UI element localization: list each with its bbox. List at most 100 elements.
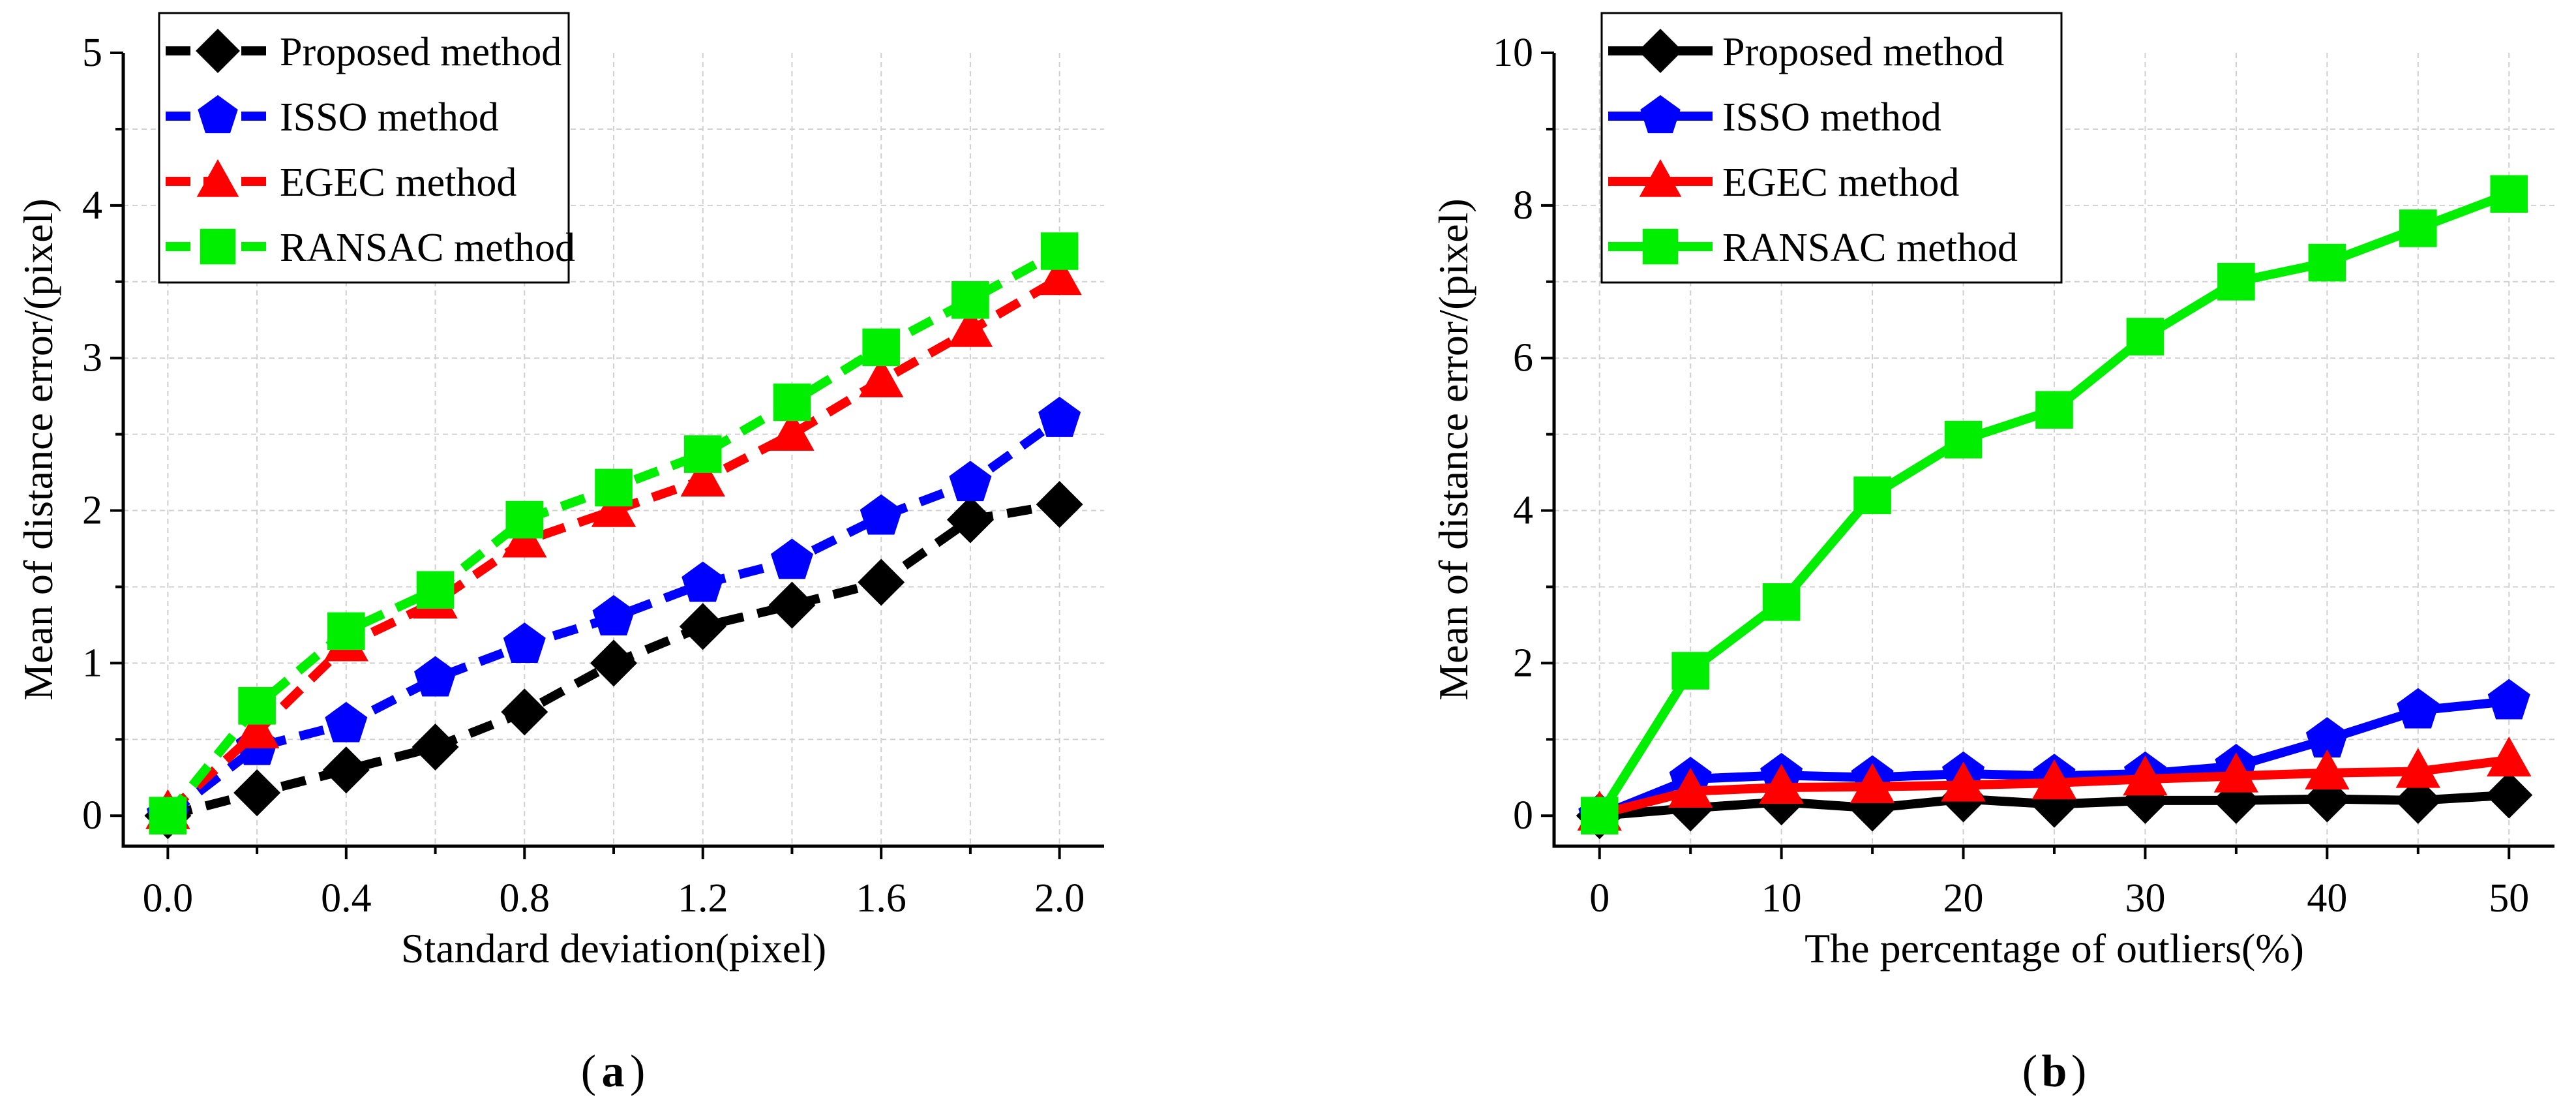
legend-label-proposed: Proposed method (1722, 30, 2004, 74)
x-tick-label: 40 (2307, 876, 2347, 921)
y-tick-label: 0 (82, 793, 102, 838)
data-point-ransac (773, 383, 811, 421)
legend-label-isso: ISSO method (280, 95, 499, 140)
data-point-ransac (1580, 797, 1619, 835)
caption-close-paren: ) (2071, 1047, 2086, 1097)
data-point-isso (592, 595, 635, 635)
y-tick-label: 4 (82, 183, 102, 228)
x-tick-label: 50 (2489, 876, 2529, 921)
x-tick-label: 0.8 (500, 876, 550, 921)
data-point-proposed (679, 603, 726, 650)
legend: Proposed method ISSO method EGEC method RAN… (1600, 12, 2063, 284)
data-point-isso (860, 494, 903, 535)
x-tick-label: 20 (1943, 876, 1984, 921)
caption-open-paren: ( (581, 1047, 596, 1097)
y-tick-label: 5 (82, 31, 102, 75)
y-axis-label: Mean of distance error/(pixel) (15, 198, 61, 700)
legend-marker-egec (1639, 159, 1682, 197)
data-point-proposed (2485, 771, 2533, 819)
data-point-ransac (2399, 209, 2437, 247)
data-point-proposed (233, 769, 281, 817)
data-point-isso (503, 622, 546, 663)
chart-caption: (b) (2022, 1047, 2087, 1097)
data-point-egec (1759, 763, 1804, 804)
data-point-proposed (501, 688, 548, 736)
y-tick-label: 8 (1513, 183, 1533, 228)
x-tick-label: 30 (2125, 876, 2165, 921)
legend-marker-proposed (196, 29, 240, 73)
data-point-egec (2487, 736, 2532, 777)
data-point-proposed (858, 558, 905, 606)
data-point-ransac (149, 797, 187, 835)
data-point-proposed (590, 639, 637, 687)
y-tick-label: 10 (1493, 31, 1533, 75)
data-point-ransac (951, 281, 989, 319)
axes (121, 53, 1104, 848)
data-point-isso (949, 461, 992, 502)
data-point-ransac (1762, 583, 1801, 621)
data-point-proposed (768, 581, 816, 629)
data-point-isso (2305, 717, 2348, 757)
data-point-egec (948, 307, 993, 347)
data-point-proposed (946, 496, 994, 543)
data-point-ransac (416, 571, 455, 609)
caption-open-paren: ( (2022, 1047, 2037, 1097)
data-point-ransac (2308, 243, 2346, 282)
legend-box (1600, 12, 2063, 284)
legend-marker-ransac (1642, 228, 1679, 265)
x-tick-label: 10 (1761, 876, 1802, 921)
data-point-proposed (322, 746, 370, 794)
legend-marker-isso (198, 95, 238, 134)
data-point-egec (234, 708, 280, 748)
data-point-ransac (595, 468, 633, 507)
y-tick-label: 0 (1513, 793, 1533, 838)
chart-a: 0.0 0.4 0.8 1.2 1.6 2.0 0 1 2 3 4 5 Standard deviati… (15, 12, 1104, 1097)
legend-marker-proposed (1638, 29, 1683, 73)
x-axis-label: The percentage of outliers(%) (1805, 925, 2304, 971)
data-point-ransac (2035, 391, 2073, 429)
data-point-proposed (2394, 776, 2442, 824)
series-egec (1577, 736, 2532, 831)
y-tick-label: 2 (82, 489, 102, 533)
data-point-ransac (2490, 175, 2528, 213)
data-point-ransac (1040, 232, 1079, 270)
data-point-isso (2487, 679, 2530, 720)
data-point-egec (2123, 756, 2168, 796)
data-point-ransac (683, 435, 722, 473)
data-point-proposed (1036, 481, 1083, 528)
data-point-egec (2305, 749, 2350, 789)
data-point-egec (1941, 761, 1986, 802)
legend: Proposed method ISSO method EGEC method RAN… (158, 12, 575, 284)
x-tick-label: 0.4 (321, 876, 372, 921)
y-tick-label: 1 (82, 641, 102, 685)
x-tick-label: 0 (1589, 876, 1610, 921)
data-point-egec (770, 410, 815, 451)
series-line-egec (164, 275, 1062, 816)
data-point-ransac (238, 687, 276, 725)
data-point-isso (1038, 397, 1081, 437)
series-ransac (1580, 175, 2528, 835)
data-point-egec (1668, 767, 1713, 808)
data-point-ransac (327, 612, 365, 650)
legend-label-egec: EGEC method (280, 160, 517, 205)
legend-label-egec: EGEC method (1722, 160, 1959, 205)
data-point-egec (1850, 763, 1895, 803)
x-tick-label: 2.0 (1034, 876, 1085, 921)
data-point-ransac (1853, 476, 1891, 514)
x-axis-label: Standard deviation(pixel) (401, 925, 826, 971)
legend-marker-egec (196, 159, 239, 197)
data-point-egec (2031, 759, 2077, 800)
y-tick-label: 6 (1513, 336, 1533, 380)
data-point-isso (414, 656, 457, 697)
legend-label-proposed: Proposed method (280, 30, 562, 74)
data-point-ransac (1944, 421, 1983, 459)
data-point-isso (681, 561, 725, 602)
x-tick-label: 0.0 (143, 876, 194, 921)
chart-caption: (a) (581, 1047, 646, 1097)
y-tick-label: 3 (82, 336, 102, 380)
data-point-egec (1037, 255, 1082, 296)
caption-close-paren: ) (630, 1047, 645, 1097)
data-point-ransac (862, 328, 900, 367)
